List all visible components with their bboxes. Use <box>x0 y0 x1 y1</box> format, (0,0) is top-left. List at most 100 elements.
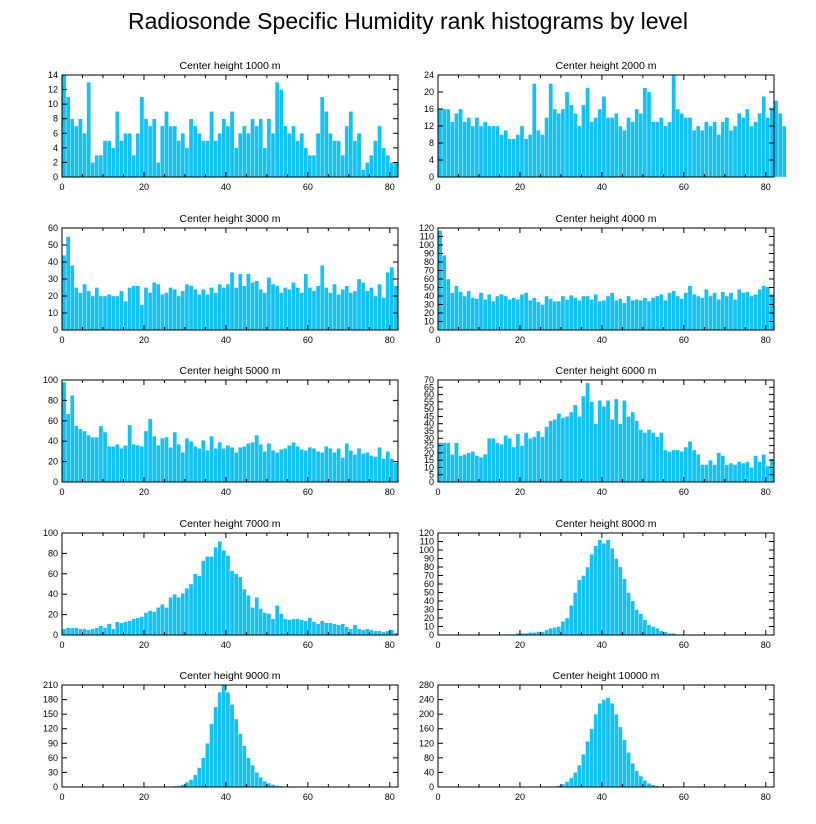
histogram-bar <box>352 624 358 636</box>
histogram-bar <box>564 781 570 788</box>
histogram-bar <box>527 300 533 331</box>
histogram-bar <box>369 154 374 178</box>
histogram-bar <box>614 558 619 636</box>
y-tick-label: 120 <box>419 738 434 748</box>
histogram-bar <box>393 462 399 483</box>
histogram-bar <box>151 611 157 636</box>
histogram-bar <box>601 699 607 788</box>
x-tick-label: 60 <box>303 640 313 650</box>
histogram-bar <box>441 255 447 331</box>
histogram-panel: Center height 1000 m 0 20 40 60 80 0 2 4 6 8 10 12 14 <box>48 60 399 192</box>
histogram-bar <box>229 272 235 331</box>
histogram-bar <box>262 612 268 636</box>
histogram-bar <box>184 587 190 636</box>
histogram-bar <box>761 285 766 331</box>
y-tick-label: 6 <box>53 128 58 138</box>
histogram-bar <box>499 134 504 178</box>
histogram-bar <box>86 290 91 331</box>
x-tick-label: 40 <box>597 335 607 345</box>
x-tick-label: 60 <box>303 182 313 192</box>
histogram-bar <box>385 272 390 331</box>
x-tick-label: 20 <box>515 335 525 345</box>
histogram-bar <box>340 154 345 178</box>
histogram-bar <box>745 108 750 178</box>
histogram-bar <box>139 304 145 331</box>
histogram-bar <box>90 295 95 331</box>
histogram-bar <box>741 292 746 331</box>
histogram-bar <box>201 440 206 483</box>
histogram-bar <box>250 118 255 178</box>
histogram-bar <box>229 447 235 483</box>
histogram-bar <box>295 446 300 483</box>
histogram-bar <box>172 125 177 178</box>
x-tick-label: 80 <box>761 335 771 345</box>
panel-title: Center height 1000 m <box>180 60 281 72</box>
y-tick-label: 20 <box>424 87 434 97</box>
histogram-bar <box>115 444 120 483</box>
histogram-bar <box>736 289 742 331</box>
histogram-bar <box>377 125 382 178</box>
histogram-bar <box>139 446 145 483</box>
histogram-bar <box>74 627 79 636</box>
y-tick-label: 0 <box>429 630 434 640</box>
histogram-bar <box>614 713 619 788</box>
histogram-bar <box>238 447 243 483</box>
histogram-bar <box>192 774 198 788</box>
histogram-bar <box>238 133 243 178</box>
histogram-bar <box>123 445 128 483</box>
histogram-bar <box>365 452 370 483</box>
histogram-bar <box>548 298 553 331</box>
histogram-bar <box>650 432 656 483</box>
y-tick-label: 100 <box>419 240 434 250</box>
histogram-bar <box>262 147 268 178</box>
histogram-bar <box>344 626 350 636</box>
histogram-bar <box>369 629 374 636</box>
y-tick-label: 0 <box>53 325 58 335</box>
histogram-bar <box>205 743 210 788</box>
histogram-bar <box>303 147 309 178</box>
histogram-bar <box>332 283 337 331</box>
histogram-bar <box>593 423 598 483</box>
histogram-bar <box>782 125 787 178</box>
y-tick-label: 60 <box>424 390 434 400</box>
histogram-bar <box>246 595 251 636</box>
histogram-bar <box>217 442 222 483</box>
histogram-bar <box>663 631 668 636</box>
histogram-bar <box>295 287 300 331</box>
histogram-bar <box>352 454 358 483</box>
histogram-bar <box>700 130 705 178</box>
histogram-bar <box>369 287 374 331</box>
histogram-bar <box>728 462 734 483</box>
histogram-bar <box>585 382 590 483</box>
histogram-bar <box>540 631 545 636</box>
histogram-bar <box>377 283 382 331</box>
histogram-bar <box>568 411 574 483</box>
histogram-bar <box>192 573 198 636</box>
histogram-bar <box>274 82 280 178</box>
histogram-bar <box>646 783 652 788</box>
histogram-bar <box>377 630 382 636</box>
histogram-bar <box>515 433 521 483</box>
histogram-bar <box>348 450 354 483</box>
histogram-bar <box>741 117 746 178</box>
histogram-bar <box>356 133 362 178</box>
histogram-bar <box>708 295 713 331</box>
histogram-bar <box>507 138 512 178</box>
histogram-bar <box>630 763 635 788</box>
histogram-bar <box>503 435 508 483</box>
histogram-bar <box>70 627 75 636</box>
histogram-bar <box>303 620 309 636</box>
histogram-bar <box>209 287 214 331</box>
y-tick-label: 8 <box>429 138 434 148</box>
histogram-bar <box>385 451 390 483</box>
histogram-bar <box>106 623 112 636</box>
x-tick-label: 20 <box>515 640 525 650</box>
y-tick-label: 8 <box>53 114 58 124</box>
histogram-bar <box>654 628 660 636</box>
y-tick-label: 40 <box>48 589 58 599</box>
histogram-bar <box>283 618 288 636</box>
histogram-bar <box>221 287 227 331</box>
histogram-bar <box>495 125 500 178</box>
histogram-bar <box>188 583 194 636</box>
histogram-bar <box>708 125 713 178</box>
